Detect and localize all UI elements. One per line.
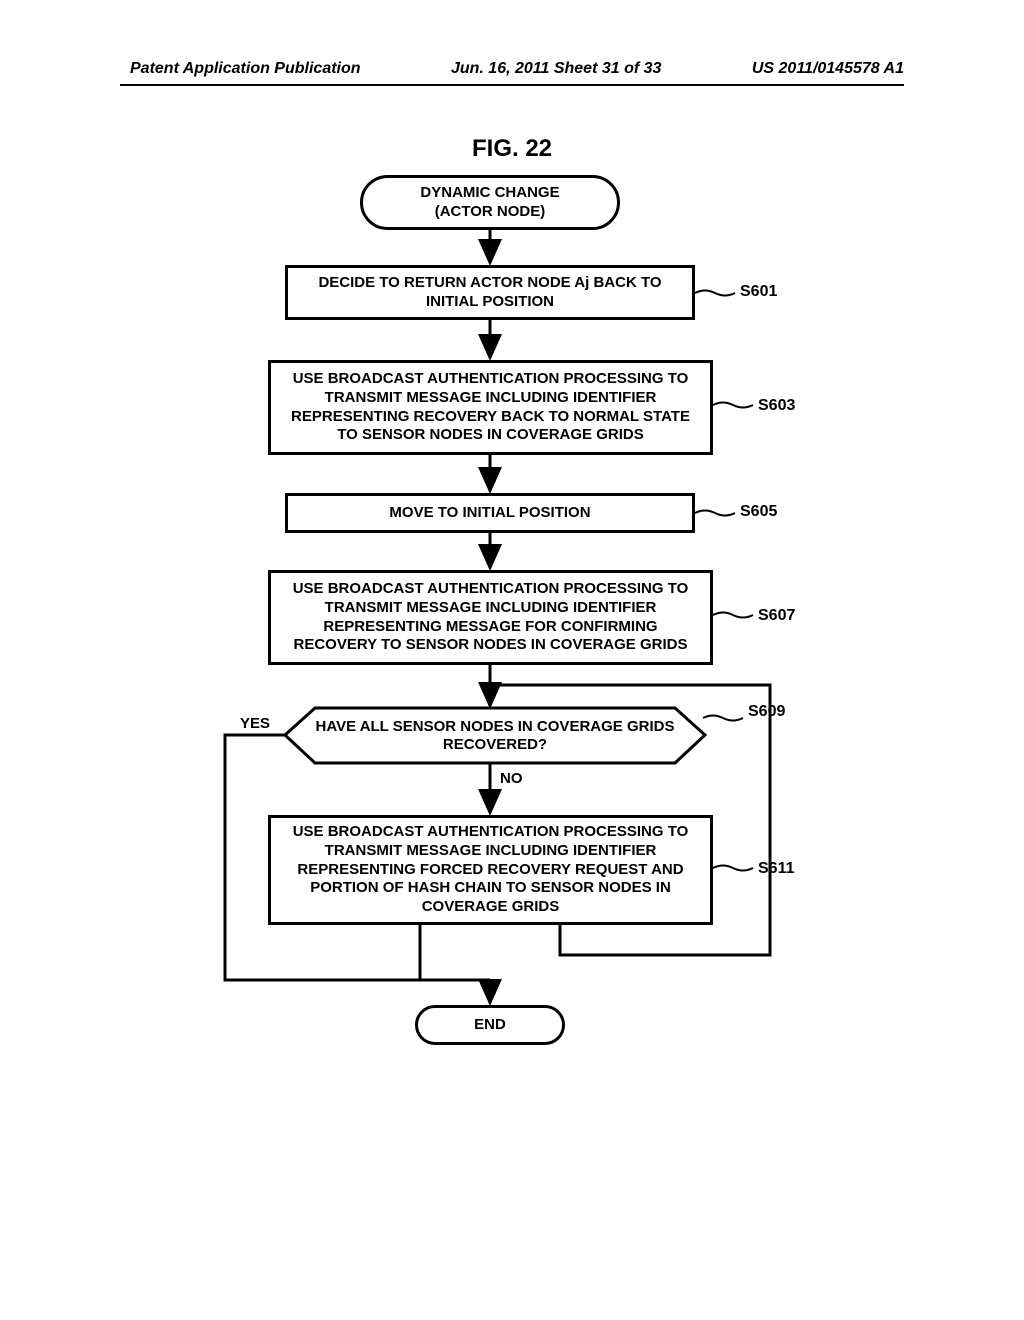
flow-start: DYNAMIC CHANGE (ACTOR NODE) [360,175,620,230]
flow-label-s609: S609 [748,703,785,721]
flow-decision-s609: HAVE ALL SENSOR NODES IN COVERAGE GRIDS … [300,711,690,761]
flow-label-s603: S603 [758,397,795,415]
header-left: Patent Application Publication [130,60,361,78]
page-header: Patent Application Publication Jun. 16, … [0,60,1024,78]
flow-start-text: DYNAMIC CHANGE (ACTOR NODE) [420,184,559,222]
edge-label-yes: YES [240,715,270,732]
flow-step-s605-text: MOVE TO INITIAL POSITION [389,504,590,523]
figure-title: FIG. 22 [0,135,1024,163]
header-right: US 2011/0145578 A1 [752,60,904,78]
flowchart: DYNAMIC CHANGE (ACTOR NODE) DECIDE TO RE… [0,175,1024,1275]
flow-end-text: END [474,1016,506,1035]
flow-label-s611: S611 [758,860,794,878]
flow-label-s601: S601 [740,283,777,301]
flow-end: END [415,1005,565,1045]
flow-step-s603: USE BROADCAST AUTHENTICATION PROCESSING … [268,360,713,455]
flow-step-s603-text: USE BROADCAST AUTHENTICATION PROCESSING … [291,370,690,445]
header-center: Jun. 16, 2011 Sheet 31 of 33 [451,60,661,78]
flow-step-s611-text: USE BROADCAST AUTHENTICATION PROCESSING … [293,823,689,917]
flow-step-s607: USE BROADCAST AUTHENTICATION PROCESSING … [268,570,713,665]
flow-step-s605: MOVE TO INITIAL POSITION [285,493,695,533]
header-rule [120,84,904,86]
flow-decision-s609-text: HAVE ALL SENSOR NODES IN COVERAGE GRIDS … [316,718,675,754]
flow-step-s607-text: USE BROADCAST AUTHENTICATION PROCESSING … [293,580,689,655]
flow-step-s601: DECIDE TO RETURN ACTOR NODE Aj BACK TO I… [285,265,695,320]
flow-label-s607: S607 [758,607,795,625]
flow-label-s605: S605 [740,503,777,521]
edge-label-no: NO [500,770,523,787]
flow-step-s611: USE BROADCAST AUTHENTICATION PROCESSING … [268,815,713,925]
flow-step-s601-text: DECIDE TO RETURN ACTOR NODE Aj BACK TO I… [318,274,661,312]
